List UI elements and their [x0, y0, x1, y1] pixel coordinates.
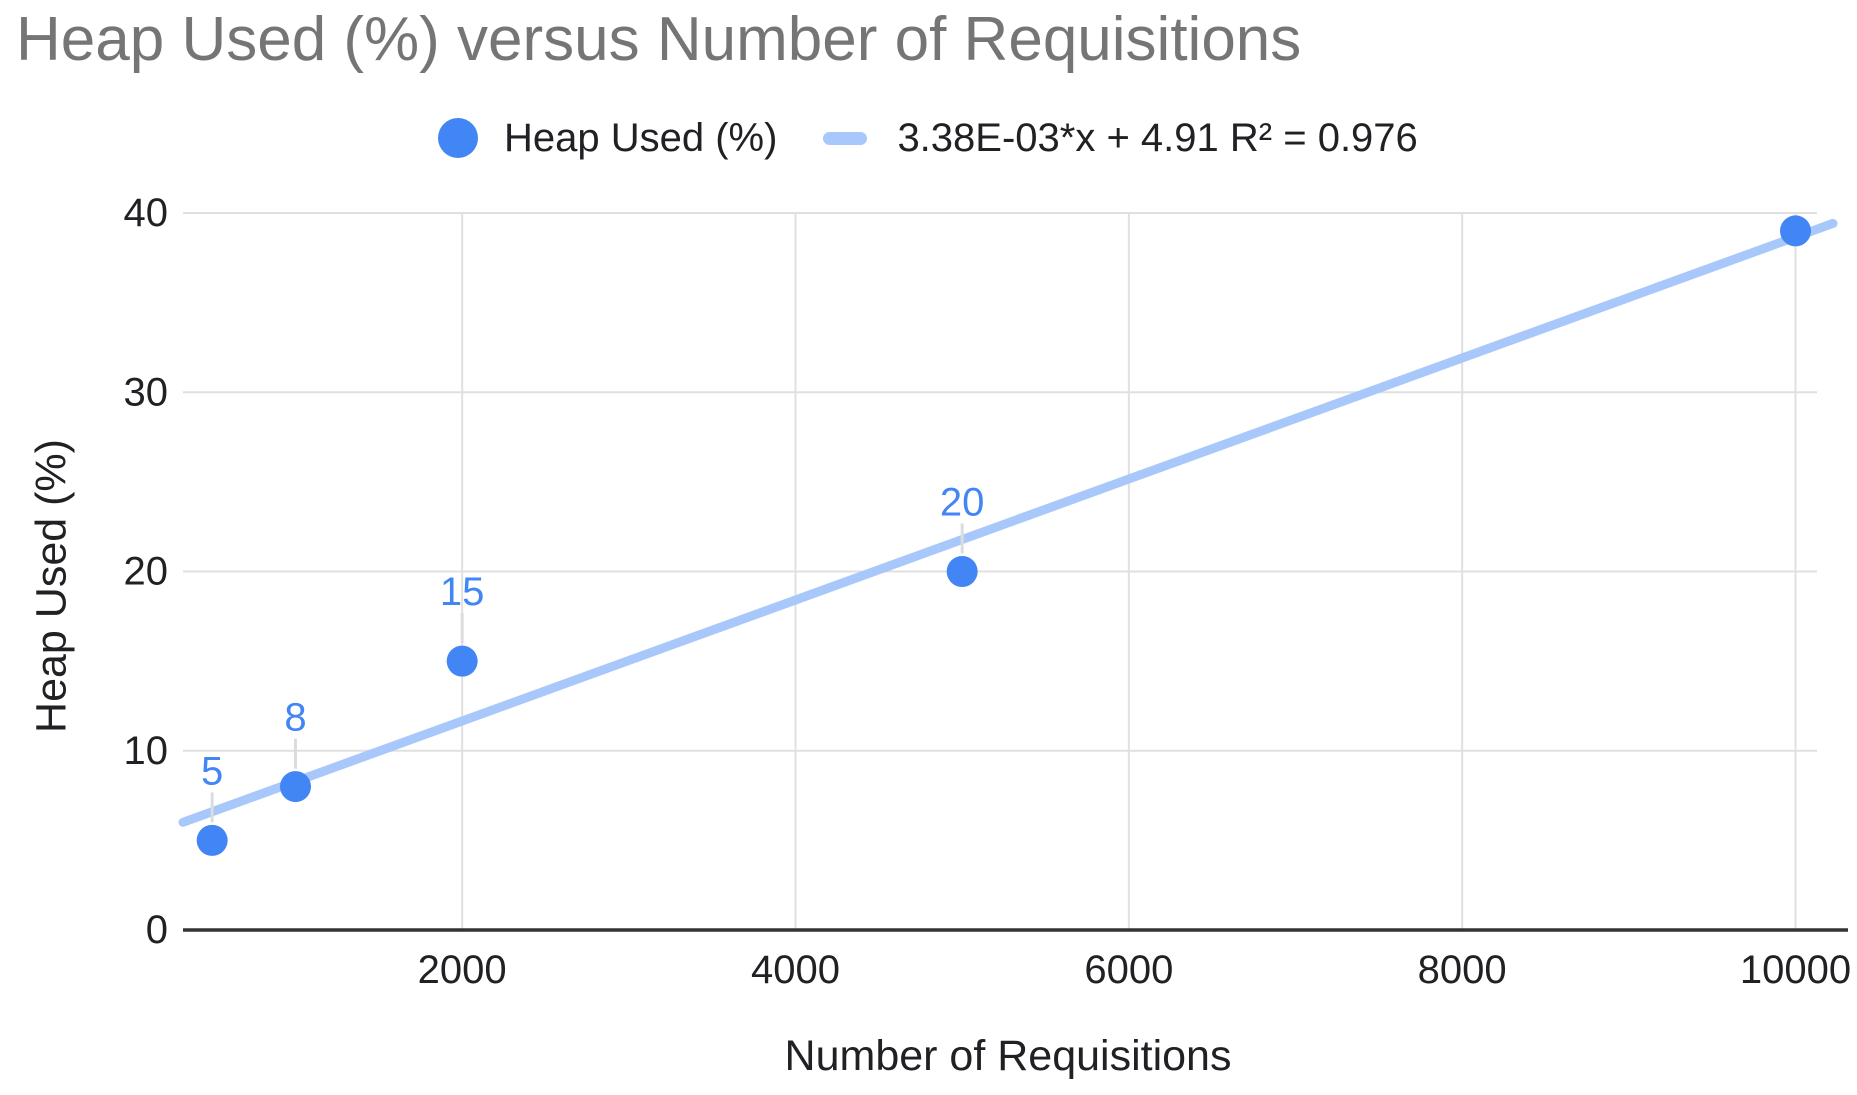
x-tick-label: 2000 — [418, 948, 507, 992]
y-tick-label: 10 — [124, 729, 169, 773]
y-tick-label: 40 — [124, 191, 169, 235]
data-point-label: 20 — [940, 481, 985, 525]
y-tick-label: 20 — [124, 550, 169, 594]
y-tick-label: 30 — [124, 370, 169, 414]
x-tick-label: 10000 — [1740, 948, 1851, 992]
legend-item-series[interactable]: Heap Used (%) — [438, 116, 777, 161]
trendline-dash-icon — [823, 131, 868, 145]
x-tick-label: 4000 — [751, 948, 840, 992]
trendline-legend-label: 3.38E-03*x + 4.91 R² = 0.976 — [897, 115, 1418, 160]
chart-title: Heap Used (%) versus Number of Requisiti… — [16, 5, 1302, 74]
data-point-label: 8 — [284, 696, 306, 740]
x-tick-label: 8000 — [1418, 948, 1507, 992]
legend-item-trendline[interactable]: 3.38E-03*x + 4.91 R² = 0.976 — [823, 115, 1418, 161]
x-tick-label: 6000 — [1084, 948, 1173, 992]
legend: Heap Used (%) 3.38E-03*x + 4.91 R² = 0.9… — [438, 112, 1418, 164]
data-point[interactable] — [196, 824, 228, 856]
data-point[interactable] — [1780, 215, 1811, 247]
data-point[interactable] — [280, 771, 311, 803]
data-point-label: 5 — [201, 749, 223, 793]
series-legend-label: Heap Used (%) — [504, 115, 778, 160]
data-point[interactable] — [946, 556, 978, 587]
data-point[interactable] — [446, 645, 478, 677]
y-tick-label: 0 — [146, 908, 168, 952]
trendline[interactable] — [178, 218, 1838, 827]
x-axis-title: Number of Requisitions — [784, 1032, 1232, 1080]
data-point-label: 15 — [440, 570, 485, 614]
series-point-icon — [438, 118, 478, 158]
